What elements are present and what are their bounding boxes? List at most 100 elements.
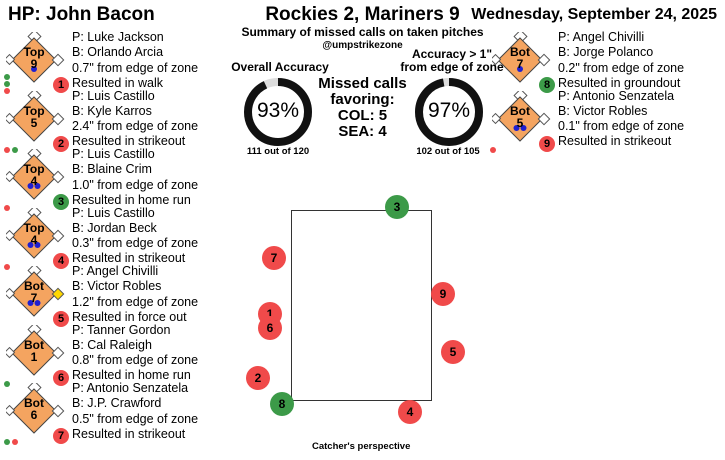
pitcher-name: P: Luis Castillo bbox=[72, 205, 155, 220]
third-base bbox=[6, 170, 16, 183]
inning-half: Bot bbox=[24, 396, 44, 410]
pitch-marker: 6 bbox=[258, 316, 282, 340]
base-diamond bbox=[6, 90, 65, 142]
pitch-card: Bot 7 8 P: Angel Chivilli B: Jorge Polanco 0.… bbox=[492, 30, 725, 93]
pitch-marker: 7 bbox=[262, 246, 286, 270]
distance-from-zone: 1.2" from edge of zone bbox=[72, 294, 199, 309]
distance-from-zone: 1.0" from edge of zone bbox=[72, 177, 199, 192]
second-base bbox=[27, 383, 42, 395]
infield bbox=[11, 95, 57, 142]
inning-half: Top bbox=[23, 220, 45, 235]
adj-accuracy-value: 97% bbox=[427, 99, 471, 122]
count-dot bbox=[4, 74, 10, 80]
out-dot bbox=[34, 300, 41, 306]
first-base bbox=[51, 346, 65, 359]
count-dot bbox=[4, 439, 10, 445]
pitch-card: Bot 7 5 P: Angel Chivilli B: Victor Robles 1.… bbox=[6, 264, 246, 327]
inning-number: 4 bbox=[30, 174, 38, 188]
pitch-details: P: Luke Jackson B: Orlando Arcia 0.7" from… bbox=[72, 30, 198, 91]
pitch-result: Resulted in home run bbox=[72, 368, 191, 383]
first-base bbox=[537, 53, 551, 67]
third-base bbox=[492, 112, 502, 124]
strike-zone bbox=[291, 210, 432, 401]
pitch-number-badge: 3 bbox=[53, 194, 69, 210]
base-diamond bbox=[6, 383, 65, 434]
second-base bbox=[513, 90, 528, 103]
count-dot bbox=[4, 205, 10, 211]
perspective-caption: Catcher's perspective bbox=[312, 441, 411, 452]
inning-number: 9 bbox=[30, 57, 38, 71]
base-diamond bbox=[6, 266, 65, 317]
count-dot bbox=[4, 263, 10, 270]
infield bbox=[11, 37, 57, 83]
count-dot bbox=[12, 439, 18, 445]
overall-accuracy-count: 111 out of 120 bbox=[246, 146, 310, 157]
inning-number: 5 bbox=[30, 115, 38, 130]
twitter-handle: @umpstrikezone bbox=[322, 40, 403, 51]
infield bbox=[11, 212, 57, 259]
pitch-card: Top 9 1 P: Luke Jackson B: Orlando Arcia 0.7"… bbox=[4, 30, 246, 94]
second-base bbox=[27, 207, 42, 220]
pitch-marker: 4 bbox=[398, 400, 422, 424]
batter-name: B: Jorge Polanco bbox=[558, 45, 654, 60]
pitcher-name: P: Angel Chivilli bbox=[72, 264, 159, 278]
pitch-marker: 8 bbox=[270, 392, 294, 416]
inning-number: 5 bbox=[516, 115, 524, 130]
adj-accuracy-gauge bbox=[415, 78, 483, 146]
pitch-card: Top 4 4 P: Luis Castillo B: Jordan Beck 0.3" … bbox=[4, 206, 246, 270]
pitch-details: P: Luis Castillo B: Kyle Karros 2.4" from … bbox=[72, 89, 198, 150]
inning-half: Top bbox=[23, 162, 45, 176]
favoring-line1: Missed calls bbox=[318, 75, 407, 92]
out-dot bbox=[31, 66, 37, 72]
pitch-marker: 3 bbox=[385, 195, 409, 219]
out-dot bbox=[517, 66, 523, 72]
base-diamond bbox=[6, 324, 65, 376]
first-base bbox=[51, 287, 65, 301]
pitch-result: Resulted in groundout bbox=[558, 75, 681, 90]
base-diamond bbox=[6, 149, 65, 200]
batter-name: B: Victor Robles bbox=[558, 103, 648, 118]
infield bbox=[11, 271, 57, 317]
pitch-card: Bot 5 9 P: Antonio Senzatela B: Victor Roble… bbox=[490, 88, 725, 153]
third-base bbox=[6, 287, 16, 300]
pitch-number-badge: 8 bbox=[539, 77, 555, 93]
game-title: Rockies 2, Mariners 9 bbox=[265, 4, 460, 25]
pitch-marker: 5 bbox=[441, 340, 465, 364]
inning-number: 1 bbox=[30, 349, 38, 364]
second-base bbox=[27, 149, 42, 161]
batter-name: B: Cal Raleigh bbox=[72, 337, 152, 352]
base-diamond bbox=[6, 207, 65, 259]
out-dot bbox=[27, 241, 34, 248]
pitch-card: Top 4 3 P: Luis Castillo B: Blaine Crim 1.0" … bbox=[4, 147, 246, 211]
inning-number: 7 bbox=[30, 291, 38, 305]
batter-name: B: Kyle Karros bbox=[72, 103, 152, 118]
batter-name: B: Orlando Arcia bbox=[72, 45, 164, 60]
infield bbox=[11, 329, 57, 376]
pitch-number-badge: 2 bbox=[53, 135, 69, 152]
count-dot bbox=[4, 81, 10, 87]
first-base bbox=[537, 112, 551, 125]
inning-half: Bot bbox=[24, 337, 44, 352]
pitcher-name: P: Luis Castillo bbox=[72, 88, 155, 103]
pitch-result: Resulted in strikeout bbox=[72, 251, 186, 266]
game-date: Wednesday, September 24, 2025 bbox=[471, 6, 717, 23]
pitch-details: P: Luis Castillo B: Jordan Beck 0.3" from … bbox=[72, 206, 198, 267]
pitch-details: P: Angel Chivilli B: Jorge Polanco 0.2" fr… bbox=[558, 30, 684, 91]
infield bbox=[497, 37, 543, 83]
base-diamond bbox=[492, 32, 551, 83]
first-base bbox=[51, 112, 65, 125]
pitch-number-badge: 5 bbox=[53, 311, 69, 327]
first-base bbox=[51, 229, 65, 242]
base-diamond bbox=[6, 32, 65, 83]
overall-accuracy-label: Overall Accuracy bbox=[231, 60, 329, 74]
pitch-details: P: Antonio Senzatela B: J.P. Crawford 0.5"… bbox=[72, 381, 198, 442]
pitch-details: P: Tanner Gordon B: Cal Raleigh 0.8" from … bbox=[72, 323, 198, 384]
pitcher-name: P: Antonio Senzatela bbox=[558, 88, 675, 103]
second-base bbox=[27, 32, 42, 44]
distance-from-zone: 0.8" from edge of zone bbox=[72, 353, 199, 368]
second-base bbox=[27, 324, 42, 337]
count-dot bbox=[4, 88, 10, 94]
batter-name: B: J.P. Crawford bbox=[72, 396, 162, 411]
distance-from-zone: 0.5" from edge of zone bbox=[72, 411, 199, 426]
infield bbox=[11, 388, 57, 434]
